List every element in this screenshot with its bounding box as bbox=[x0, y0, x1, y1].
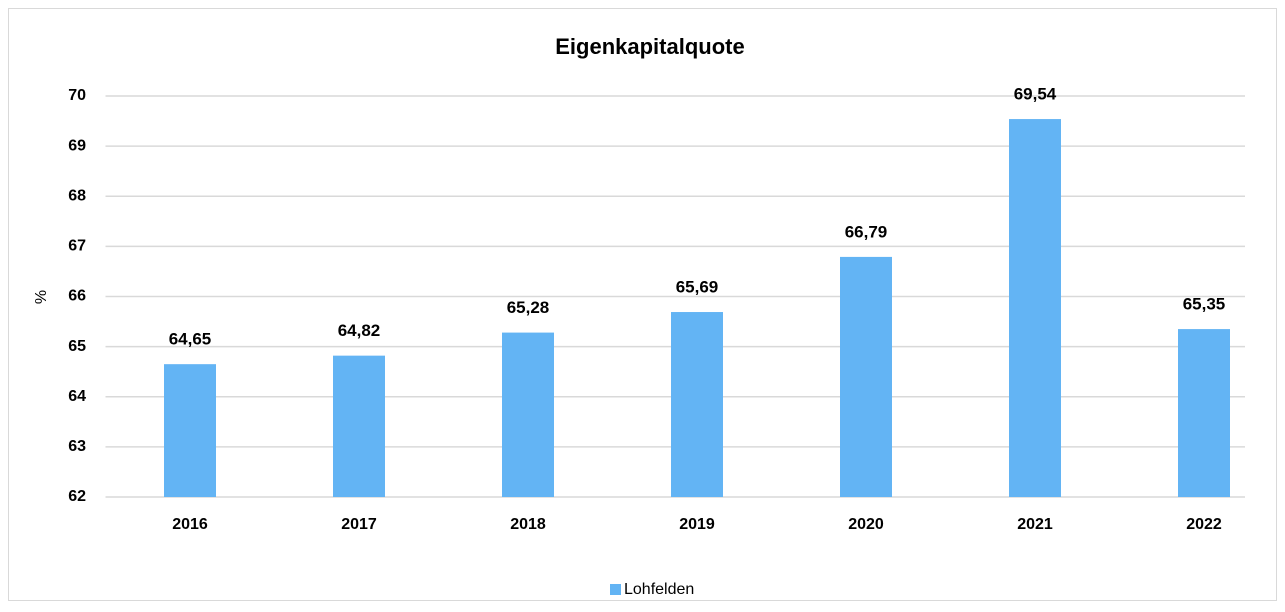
y-tick-label: 67 bbox=[68, 238, 86, 255]
data-label: 64,65 bbox=[169, 330, 212, 349]
chart-title: Eigenkapitalquote bbox=[555, 34, 744, 59]
data-label: 64,82 bbox=[338, 321, 381, 340]
y-tick-label: 63 bbox=[68, 438, 86, 455]
y-tick-label: 66 bbox=[68, 288, 86, 305]
bar bbox=[333, 355, 385, 497]
bar bbox=[671, 312, 723, 497]
x-tick-label: 2020 bbox=[848, 516, 884, 533]
y-tick-label: 69 bbox=[68, 137, 86, 154]
y-tick-label: 68 bbox=[68, 187, 86, 204]
chart-border bbox=[8, 8, 1277, 601]
data-label: 65,28 bbox=[507, 298, 550, 317]
x-tick-label: 2018 bbox=[510, 516, 546, 533]
legend-label: Lohfelden bbox=[624, 581, 694, 598]
data-label: 66,79 bbox=[845, 222, 888, 241]
data-label: 65,35 bbox=[1183, 295, 1226, 314]
legend-swatch bbox=[610, 584, 621, 595]
y-axis-label: % bbox=[33, 290, 50, 304]
x-tick-label: 2021 bbox=[1017, 516, 1053, 533]
bar bbox=[164, 364, 216, 497]
y-tick-label: 64 bbox=[68, 388, 86, 405]
bar bbox=[1178, 329, 1230, 497]
bar bbox=[840, 256, 892, 497]
y-tick-label: 62 bbox=[68, 488, 86, 505]
x-tick-label: 2017 bbox=[341, 516, 377, 533]
x-tick-label: 2019 bbox=[679, 516, 715, 533]
x-tick-label: 2022 bbox=[1186, 516, 1222, 533]
y-tick-label: 65 bbox=[68, 338, 86, 355]
data-label: 65,69 bbox=[676, 278, 719, 297]
data-label: 69,54 bbox=[1014, 85, 1057, 104]
y-tick-label: 70 bbox=[68, 87, 86, 104]
bar bbox=[502, 332, 554, 497]
bar bbox=[1009, 119, 1061, 498]
x-tick-label: 2016 bbox=[172, 516, 208, 533]
